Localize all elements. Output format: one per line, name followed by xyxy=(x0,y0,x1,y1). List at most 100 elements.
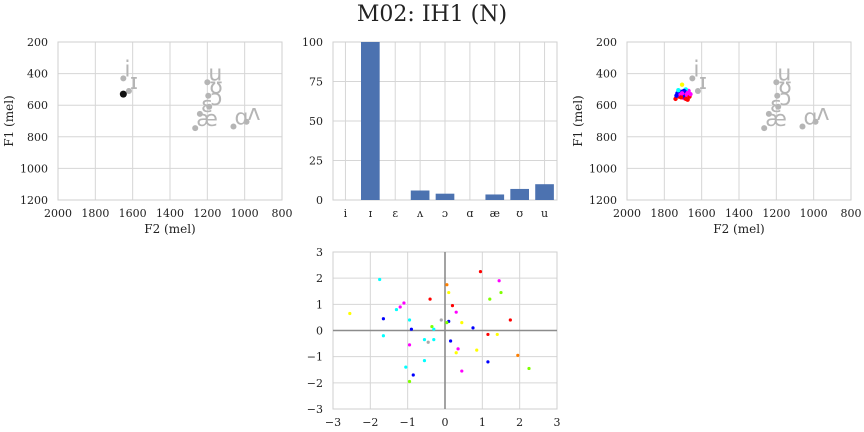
data-point xyxy=(447,290,451,295)
y-tick-label: 1000 xyxy=(20,162,48,175)
vowel-label: u xyxy=(208,61,222,86)
y-tick-label: 25 xyxy=(309,155,323,168)
data-point xyxy=(454,351,458,355)
x-tick-label: 1400 xyxy=(156,207,184,220)
x-tick-label: 1200 xyxy=(193,207,221,220)
x-tick-label: æ xyxy=(490,207,500,220)
vowel-reference-point xyxy=(689,75,696,82)
x-axis-label: F2 (mel) xyxy=(144,222,195,236)
y-axis-label: F1 (mel) xyxy=(571,95,585,146)
vowel-reference-point xyxy=(765,110,772,117)
data-point xyxy=(475,348,479,352)
x-tick-label: −1 xyxy=(400,416,416,429)
x-tick-label: 1800 xyxy=(81,207,109,220)
y-tick-label: 1 xyxy=(316,298,323,311)
y-tick-label: 200 xyxy=(596,36,617,49)
y-tick-label: 600 xyxy=(596,99,617,112)
y-tick-label: 800 xyxy=(596,131,617,144)
x-tick-label: ɛ xyxy=(392,207,398,220)
vowel-label: ʌ xyxy=(817,101,830,126)
data-point xyxy=(348,311,352,316)
x-tick-label: i xyxy=(344,207,348,220)
vowel-label: ʊ xyxy=(778,75,792,100)
vowel-label: u xyxy=(777,61,791,86)
y-tick-label: −3 xyxy=(307,403,323,416)
x-tick-label: ʊ xyxy=(516,207,523,220)
data-point xyxy=(439,318,443,322)
data-point xyxy=(445,283,449,287)
data-point xyxy=(454,310,458,314)
x-tick-label: −3 xyxy=(325,416,341,429)
bar xyxy=(485,194,505,200)
vowel-reference-point xyxy=(775,103,782,110)
x-tick-label: 2000 xyxy=(613,207,641,220)
data-point xyxy=(460,321,464,325)
x-tick-label: 3 xyxy=(554,416,561,429)
x-tick-label: ɪ xyxy=(369,207,373,220)
x-tick-label: ɑ xyxy=(466,207,473,220)
vowel-label: i xyxy=(124,57,130,82)
vowel-label: ɑ xyxy=(234,106,248,131)
axes-frame xyxy=(57,41,283,201)
x-tick-label: u xyxy=(541,207,548,220)
y-tick-label: 100 xyxy=(302,36,323,49)
data-point xyxy=(508,318,512,322)
y-tick-label: 2 xyxy=(316,272,323,285)
data-point xyxy=(497,279,501,283)
data-point xyxy=(456,347,460,351)
vowel-reference-point xyxy=(120,75,127,82)
vowel-reference-point xyxy=(761,125,768,132)
data-point xyxy=(398,305,402,309)
x-tick-label: 1400 xyxy=(725,207,753,220)
vowel-label: ɔ xyxy=(779,86,791,111)
figure-title: M02: IH1 (N) xyxy=(357,2,507,27)
x-tick-label: −2 xyxy=(362,416,378,429)
data-point xyxy=(471,326,475,330)
x-tick-label: ʌ xyxy=(416,207,424,220)
y-tick-label: 1200 xyxy=(589,194,617,207)
data-point xyxy=(679,91,685,96)
y-tick-label: −2 xyxy=(307,377,323,390)
data-point xyxy=(381,317,385,321)
data-point xyxy=(409,327,413,331)
x-tick-label: ɔ xyxy=(442,207,448,220)
data-point xyxy=(683,96,688,102)
vowel-label: æ xyxy=(765,107,787,132)
vowel-reference-point xyxy=(230,123,237,130)
x-tick-label: 800 xyxy=(272,207,293,220)
y-tick-label: 0 xyxy=(316,194,323,207)
data-point xyxy=(499,290,503,295)
x-tick-label: 2000 xyxy=(44,207,72,220)
vowel-label: ʊ xyxy=(209,75,223,100)
data-point xyxy=(486,360,490,364)
y-tick-label: 75 xyxy=(309,76,323,89)
data-point xyxy=(450,304,455,308)
x-tick-label: 1000 xyxy=(800,207,828,220)
y-axis-label: F1 (mel) xyxy=(2,95,16,146)
vowel-reference-point xyxy=(196,110,203,117)
data-point xyxy=(378,277,382,282)
y-tick-label: 50 xyxy=(309,115,323,128)
y-tick-label: 3 xyxy=(316,246,323,259)
bar xyxy=(410,190,430,200)
axes-frame xyxy=(626,41,852,201)
data-point xyxy=(527,366,531,371)
data-point xyxy=(516,353,520,357)
data-point xyxy=(422,358,427,363)
data-point xyxy=(495,332,499,337)
data-point xyxy=(488,297,492,301)
vowel-reference-point xyxy=(694,87,701,94)
data-point xyxy=(404,365,408,369)
x-tick-label: 1000 xyxy=(231,207,259,220)
vowel-label: ɪ xyxy=(130,70,138,95)
data-point xyxy=(486,332,490,337)
x-tick-label: 1 xyxy=(479,416,486,429)
x-tick-label: 0 xyxy=(442,416,449,429)
bar xyxy=(361,42,380,200)
vowel-reference-point xyxy=(773,79,780,86)
data-point xyxy=(432,338,436,342)
vowel-reference-point xyxy=(206,103,213,110)
vowel-reference-point xyxy=(125,87,132,94)
data-point xyxy=(449,339,453,343)
